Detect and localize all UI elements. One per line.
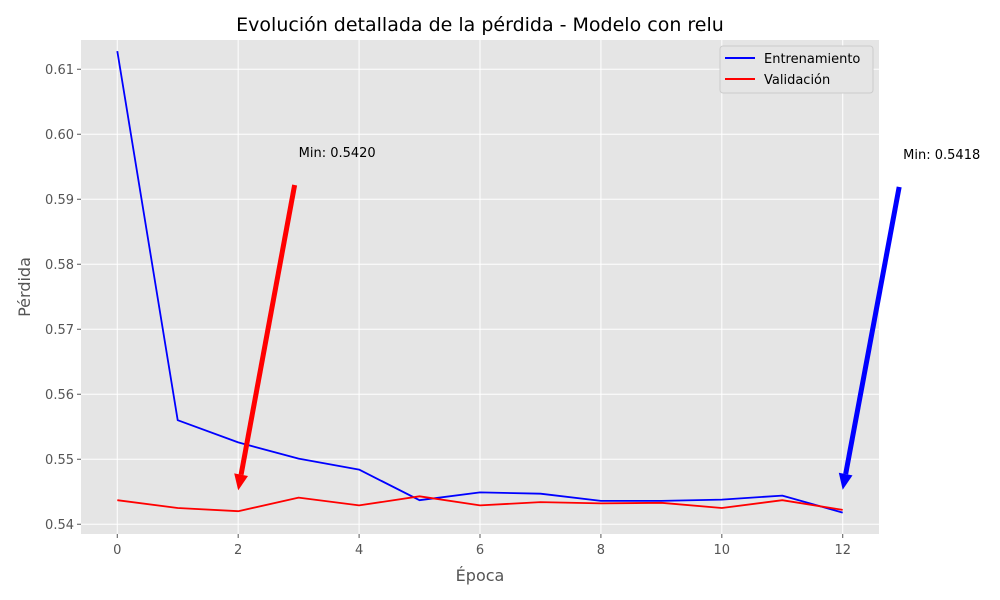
series-line-entrenamiento: [116, 50, 843, 514]
y-tick-label: 0.58: [45, 258, 74, 273]
grid-lines: [81, 40, 879, 534]
x-tick-label: 12: [834, 543, 851, 558]
annotation-label: Min: 0.5420: [299, 146, 376, 161]
x-axis-label: Época: [456, 566, 505, 585]
series-lines: [116, 50, 843, 514]
annotations: Min: 0.5420 Min: 0.5418: [234, 146, 980, 491]
annotation-arrow-head: [234, 473, 248, 491]
y-tick-label: 0.54: [45, 518, 74, 533]
annotation-arrow-shaft: [843, 186, 902, 475]
x-tick-label: 2: [234, 543, 242, 558]
legend-label-validacion: Validación: [764, 73, 830, 88]
legend-label-entrenamiento: Entrenamiento: [764, 52, 860, 67]
annotation-arrow-shaft: [238, 184, 298, 476]
legend: Entrenamiento Validación: [719, 45, 874, 94]
series-line-validacion: [117, 495, 843, 513]
y-tick-label: 0.56: [45, 388, 74, 403]
y-tick-label: 0.59: [45, 193, 74, 208]
y-axis-label: Pérdida: [15, 257, 34, 317]
y-tick-label: 0.57: [45, 323, 74, 338]
y-axis-ticks: 0.54 0.55 0.56 0.57 0.58 0.59 0.60 0.61: [45, 63, 81, 533]
x-tick-label: 0: [113, 543, 121, 558]
chart-title: Evolución detallada de la pérdida - Mode…: [236, 14, 724, 36]
annotation-label: Min: 0.5418: [903, 148, 980, 163]
y-tick-label: 0.60: [45, 128, 74, 143]
x-tick-label: 6: [476, 543, 484, 558]
y-tick-label: 0.61: [45, 63, 74, 78]
x-tick-label: 10: [714, 543, 731, 558]
y-tick-label: 0.55: [45, 453, 74, 468]
x-tick-label: 4: [355, 543, 363, 558]
x-axis-ticks: 0 2 4 6 8 10 12: [113, 534, 851, 558]
annotation-arrow-head: [838, 472, 853, 490]
x-tick-label: 8: [597, 543, 605, 558]
legend-box: [719, 45, 874, 94]
